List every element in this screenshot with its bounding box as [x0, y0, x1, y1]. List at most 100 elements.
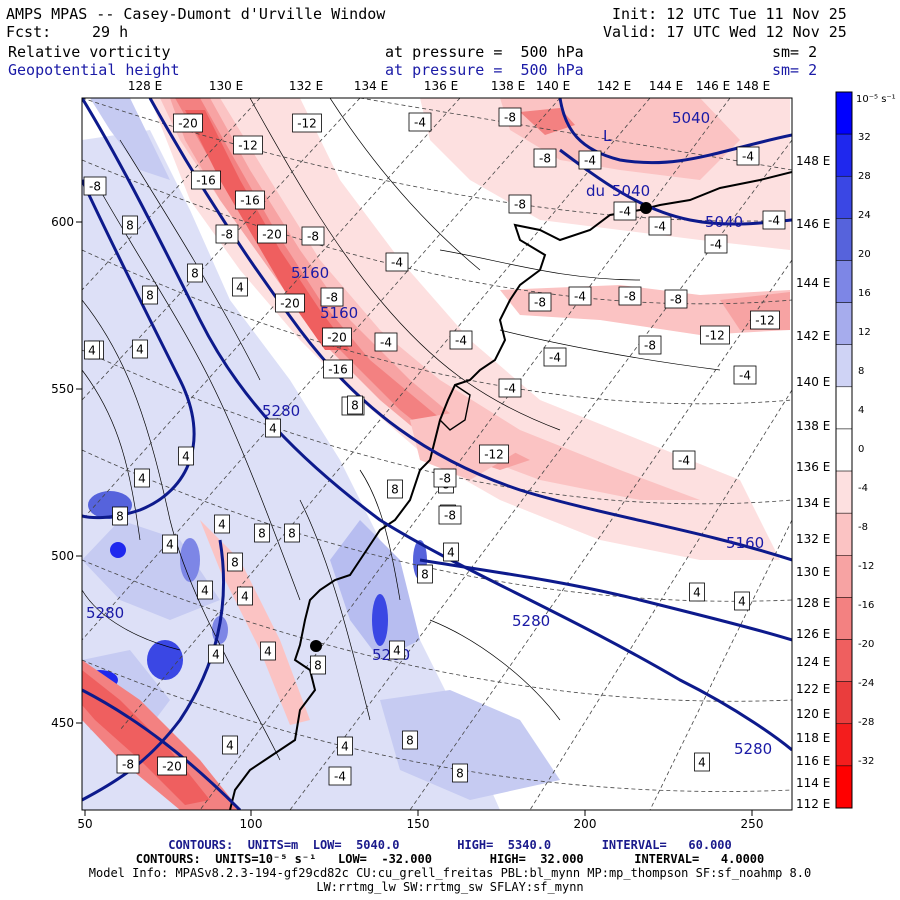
model-info-physics: LW:rrtmg_lw SW:rrtmg_sw SFLAY:sf_mynn — [316, 880, 584, 894]
color-bar-label: -16 — [858, 600, 874, 611]
svg-text:-20: -20 — [262, 228, 282, 242]
low-pressure-marker: L — [603, 127, 612, 145]
svg-text:4: 4 — [182, 450, 190, 464]
vorticity-contour-label: 8 — [284, 523, 300, 543]
plot-frame — [81, 97, 793, 811]
vorticity-contour-label: 8 — [122, 215, 138, 235]
color-bar-segment — [835, 218, 853, 261]
positive-vorticity-region — [330, 520, 420, 660]
vorticity-contour-label: 4 — [134, 468, 150, 488]
vorticity-contour-label: 8 — [254, 523, 270, 543]
y-tick-label: 500 — [51, 549, 74, 563]
color-bar-segment — [835, 91, 853, 135]
vorticity-maximum — [180, 538, 200, 582]
vorticity-contour-label: -8 — [528, 292, 552, 312]
longitude-tick-label: 148 E — [796, 154, 830, 168]
svg-text:4: 4 — [269, 422, 277, 436]
longitude-tick-label: 138 E — [491, 79, 525, 93]
svg-text:-4: -4 — [380, 336, 392, 350]
vorticity-contour-label: 4 — [260, 641, 276, 661]
axis-labels: 128 E 130 E 132 E 134 E 136 E 138 E 140 E 142 E… — [51, 79, 830, 831]
svg-text:8: 8 — [191, 267, 199, 281]
height-contour-label: 5040 — [612, 182, 650, 200]
height-contour-label: 5280 — [86, 604, 124, 622]
vorticity-contour-label: 4 — [389, 640, 405, 660]
vorticity-contour-label: -12 — [700, 325, 730, 345]
svg-text:-4: -4 — [739, 369, 751, 383]
svg-text:-8: -8 — [624, 290, 636, 304]
color-bar-label: 32 — [858, 132, 871, 143]
y-tick-label: 600 — [51, 215, 74, 229]
vorticity-contour-label: -8 — [83, 176, 107, 196]
svg-text:-4: -4 — [654, 220, 666, 234]
vorticity-contour-label: -16 — [235, 190, 265, 210]
color-bar-segment — [835, 681, 853, 725]
color-bar-segment — [835, 512, 853, 556]
vorticity-contour-label: 8 — [112, 506, 128, 526]
color-bar-label: -12 — [858, 561, 874, 572]
svg-text:4: 4 — [693, 586, 701, 600]
svg-text:8: 8 — [116, 510, 124, 524]
color-bar-label: 0 — [858, 444, 864, 455]
vorticity-contour-label: -12 — [479, 444, 509, 464]
svg-text:-16: -16 — [240, 194, 260, 208]
vorticity-contour-label: 8 — [142, 285, 158, 305]
color-bar-segment — [835, 260, 853, 303]
vorticity-maximum — [147, 640, 183, 680]
color-bar: 10⁻⁵ s⁻¹ 32 28 24 20 16 12 8 4 0 -4 -8 -12 -16 -20 -24 -… — [835, 91, 896, 809]
color-bar-segment — [835, 302, 853, 345]
forecast-label: Fcst: — [6, 23, 52, 41]
longitude-tick-label: 114 E — [796, 776, 830, 790]
plot-title: AMPS MPAS -- Casey-Dumont d'Urville Wind… — [6, 5, 386, 23]
y-tick-label: 450 — [51, 716, 74, 730]
color-bar-label: 24 — [858, 210, 871, 221]
vorticity-contour-label: -4 — [543, 347, 567, 367]
longitude-tick-label: 130 E — [209, 79, 243, 93]
svg-text:4: 4 — [341, 740, 349, 754]
longitude-tick-label: 138 E — [796, 419, 830, 433]
svg-text:-20: -20 — [178, 117, 198, 131]
svg-text:-4: -4 — [710, 238, 722, 252]
vorticity-contour-label: -4 — [385, 252, 409, 272]
x-tick-label: 100 — [240, 817, 263, 831]
longitude-tick-label: 134 E — [796, 496, 830, 510]
svg-text:-16: -16 — [328, 363, 348, 377]
svg-text:4: 4 — [738, 595, 746, 609]
vorticity-contour-label: -8 — [618, 286, 642, 306]
vorticity-contour-label: 8 — [452, 763, 468, 783]
svg-text:4: 4 — [241, 590, 249, 604]
svg-text:4: 4 — [236, 281, 244, 295]
vorticity-contour-label: 4 — [132, 339, 148, 359]
vorticity-contour-label: 8 — [227, 552, 243, 572]
svg-text:-8: -8 — [534, 296, 546, 310]
svg-text:8: 8 — [231, 556, 239, 570]
color-bar-label: 8 — [858, 366, 864, 377]
height-contour-label: 5040 — [705, 213, 743, 231]
longitude-tick-label: 134 E — [354, 79, 388, 93]
field1-smoothing: sm= 2 — [772, 43, 818, 61]
longitude-tick-label: 146 E — [796, 217, 830, 231]
vorticity-contour-label: -4 — [408, 112, 432, 132]
vorticity-contour-label: -20 — [322, 327, 352, 347]
svg-text:8: 8 — [391, 483, 399, 497]
vorticity-contour-label: 8 — [347, 395, 363, 415]
station-marker — [310, 640, 322, 652]
vorticity-contour-label: -4 — [449, 330, 473, 350]
svg-text:-4: -4 — [334, 770, 346, 784]
x-tick-label: 50 — [77, 817, 92, 831]
longitude-tick-label: 146 E — [696, 79, 730, 93]
x-tick-label: 150 — [407, 817, 430, 831]
svg-text:-4: -4 — [768, 214, 780, 228]
station-marker — [640, 202, 652, 214]
vorticity-contour-label: -8 — [215, 224, 239, 244]
svg-text:4: 4 — [447, 546, 455, 560]
vorticity-contour-label: 4 — [237, 586, 253, 606]
svg-text:-8: -8 — [644, 339, 656, 353]
vorticity-contour-label: 8 — [310, 655, 326, 675]
longitude-tick-label: 142 E — [796, 329, 830, 343]
vorticity-maximum — [372, 594, 388, 646]
vorticity-contour-label: 8 — [402, 730, 418, 750]
svg-text:-4: -4 — [742, 150, 754, 164]
svg-text:-20: -20 — [280, 297, 300, 311]
color-bar-segment — [835, 175, 853, 219]
